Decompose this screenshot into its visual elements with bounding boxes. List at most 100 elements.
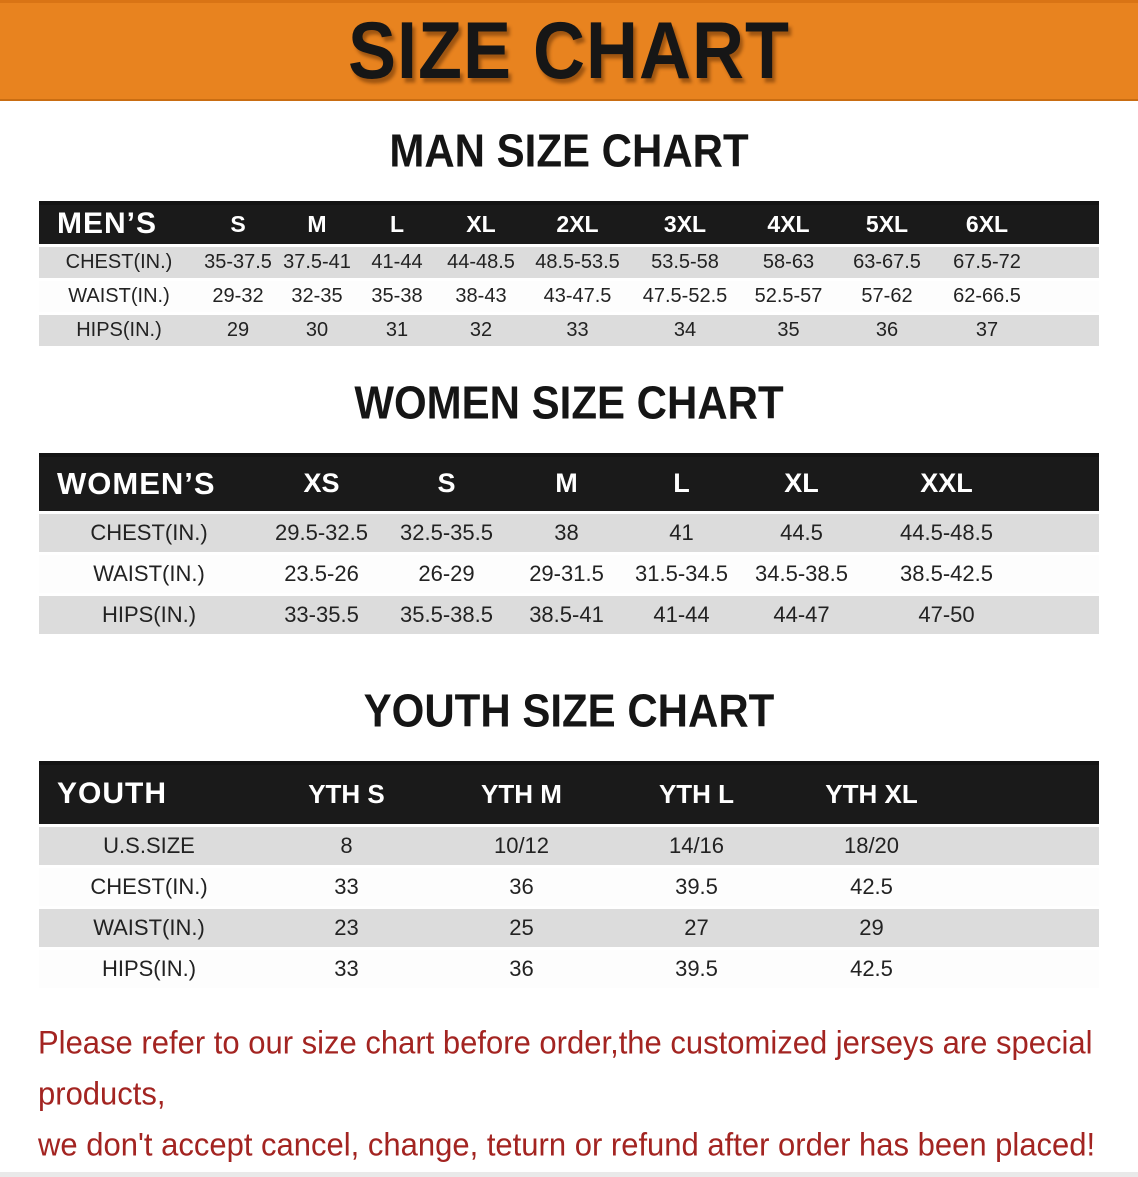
spacer-cell <box>1037 313 1099 349</box>
banner-title: SIZE CHART <box>348 6 790 96</box>
men-table-title: MEN’S <box>39 202 199 247</box>
table-cell: 35-38 <box>357 279 437 315</box>
men-size-header-3xl: 3XL <box>630 202 740 247</box>
row-label: WAIST(IN.) <box>39 907 259 950</box>
table-cell: 25 <box>434 907 609 950</box>
table-cell: 44.5 <box>739 512 864 555</box>
spacer-cell <box>1037 202 1099 247</box>
table-cell: 29 <box>784 907 959 950</box>
men-size-header-4xl: 4XL <box>740 202 837 247</box>
table-cell: 33 <box>259 948 434 991</box>
table-cell: 41-44 <box>624 594 739 637</box>
table-cell: 44-48.5 <box>437 245 525 281</box>
women-header-row: WOMEN’S XS S M L XL XXL <box>39 453 1099 514</box>
man-size-chart-heading: MAN SIZE CHART <box>389 124 749 177</box>
spacer-cell <box>959 866 1099 909</box>
spacer-cell <box>1029 553 1099 596</box>
table-cell: 47.5-52.5 <box>630 279 740 315</box>
table-cell: 36 <box>837 313 937 349</box>
bottom-divider <box>0 1171 1138 1177</box>
women-size-header-l: L <box>624 453 739 514</box>
youth-header-row: YOUTH YTH S YTH M YTH L YTH XL <box>39 762 1099 827</box>
table-cell: 32 <box>437 313 525 349</box>
table-cell: 31.5-34.5 <box>624 553 739 596</box>
spacer-cell <box>959 825 1099 868</box>
women-size-header-xl: XL <box>739 453 864 514</box>
men-size-header-s: S <box>199 202 277 247</box>
table-cell: 38 <box>509 512 624 555</box>
table-cell: 29 <box>199 313 277 349</box>
table-cell: 36 <box>434 948 609 991</box>
table-cell: 27 <box>609 907 784 950</box>
women-chest-row: CHEST(IN.) 29.5-32.5 32.5-35.5 38 41 44.… <box>39 512 1099 555</box>
table-cell: 57-62 <box>837 279 937 315</box>
order-policy-line-2: we don't accept cancel, change, teturn o… <box>38 1125 1096 1163</box>
youth-chest-row: CHEST(IN.) 33 36 39.5 42.5 <box>39 866 1099 909</box>
youth-table-title: YOUTH <box>39 762 259 827</box>
table-cell: 39.5 <box>609 948 784 991</box>
table-cell: 10/12 <box>434 825 609 868</box>
youth-waist-row: WAIST(IN.) 23 25 27 29 <box>39 907 1099 950</box>
men-waist-row: WAIST(IN.) 29-32 32-35 35-38 38-43 43-47… <box>39 279 1099 315</box>
table-cell: 29.5-32.5 <box>259 512 384 555</box>
table-cell: 63-67.5 <box>837 245 937 281</box>
table-cell: 41-44 <box>357 245 437 281</box>
men-hips-row: HIPS(IN.) 29 30 31 32 33 34 35 36 37 <box>39 313 1099 349</box>
table-cell: 43-47.5 <box>525 279 630 315</box>
table-cell: 26-29 <box>384 553 509 596</box>
spacer-cell <box>1029 512 1099 555</box>
row-label: CHEST(IN.) <box>39 245 199 281</box>
spacer-cell <box>1037 279 1099 315</box>
table-cell: 62-66.5 <box>937 279 1037 315</box>
youth-size-header-l: YTH L <box>609 762 784 827</box>
table-cell: 35-37.5 <box>199 245 277 281</box>
table-cell: 34.5-38.5 <box>739 553 864 596</box>
table-cell: 33-35.5 <box>259 594 384 637</box>
table-cell: 31 <box>357 313 437 349</box>
women-hips-row: HIPS(IN.) 33-35.5 35.5-38.5 38.5-41 41-4… <box>39 594 1099 637</box>
men-size-header-2xl: 2XL <box>525 202 630 247</box>
youth-size-table: YOUTH YTH S YTH M YTH L YTH XL U.S.SIZE … <box>39 761 1099 991</box>
table-cell: 48.5-53.5 <box>525 245 630 281</box>
order-policy-line-1: Please refer to our size chart before or… <box>38 1023 1093 1112</box>
spacer-cell <box>1037 245 1099 281</box>
table-cell: 18/20 <box>784 825 959 868</box>
table-cell: 32.5-35.5 <box>384 512 509 555</box>
table-cell: 23 <box>259 907 434 950</box>
women-size-chart-heading: WOMEN SIZE CHART <box>354 376 784 428</box>
table-cell: 42.5 <box>784 948 959 991</box>
spacer-cell <box>1029 594 1099 637</box>
table-cell: 14/16 <box>609 825 784 868</box>
women-table-title: WOMEN’S <box>39 453 259 514</box>
table-cell: 37 <box>937 313 1037 349</box>
spacer-cell <box>959 907 1099 950</box>
table-cell: 29-31.5 <box>509 553 624 596</box>
row-label: HIPS(IN.) <box>39 594 259 637</box>
table-cell: 33 <box>525 313 630 349</box>
table-cell: 38.5-42.5 <box>864 553 1029 596</box>
men-size-header-l: L <box>357 202 437 247</box>
row-label: CHEST(IN.) <box>39 866 259 909</box>
men-chest-row: CHEST(IN.) 35-37.5 37.5-41 41-44 44-48.5… <box>39 245 1099 281</box>
row-label: WAIST(IN.) <box>39 553 259 596</box>
women-waist-row: WAIST(IN.) 23.5-26 26-29 29-31.5 31.5-34… <box>39 553 1099 596</box>
table-cell: 39.5 <box>609 866 784 909</box>
youth-size-chart-heading: YOUTH SIZE CHART <box>363 684 775 737</box>
men-size-header-5xl: 5XL <box>837 202 937 247</box>
women-size-header-m: M <box>509 453 624 514</box>
table-cell: 35 <box>740 313 837 349</box>
table-cell: 29-32 <box>199 279 277 315</box>
men-size-header-m: M <box>277 202 357 247</box>
youth-hips-row: HIPS(IN.) 33 36 39.5 42.5 <box>39 948 1099 991</box>
table-cell: 8 <box>259 825 434 868</box>
table-cell: 36 <box>434 866 609 909</box>
table-cell: 44.5-48.5 <box>864 512 1029 555</box>
table-cell: 32-35 <box>277 279 357 315</box>
youth-ussize-row: U.S.SIZE 8 10/12 14/16 18/20 <box>39 825 1099 868</box>
youth-size-header-xl: YTH XL <box>784 762 959 827</box>
row-label: U.S.SIZE <box>39 825 259 868</box>
table-cell: 23.5-26 <box>259 553 384 596</box>
table-cell: 38-43 <box>437 279 525 315</box>
table-cell: 58-63 <box>740 245 837 281</box>
spacer-cell <box>1029 453 1099 514</box>
